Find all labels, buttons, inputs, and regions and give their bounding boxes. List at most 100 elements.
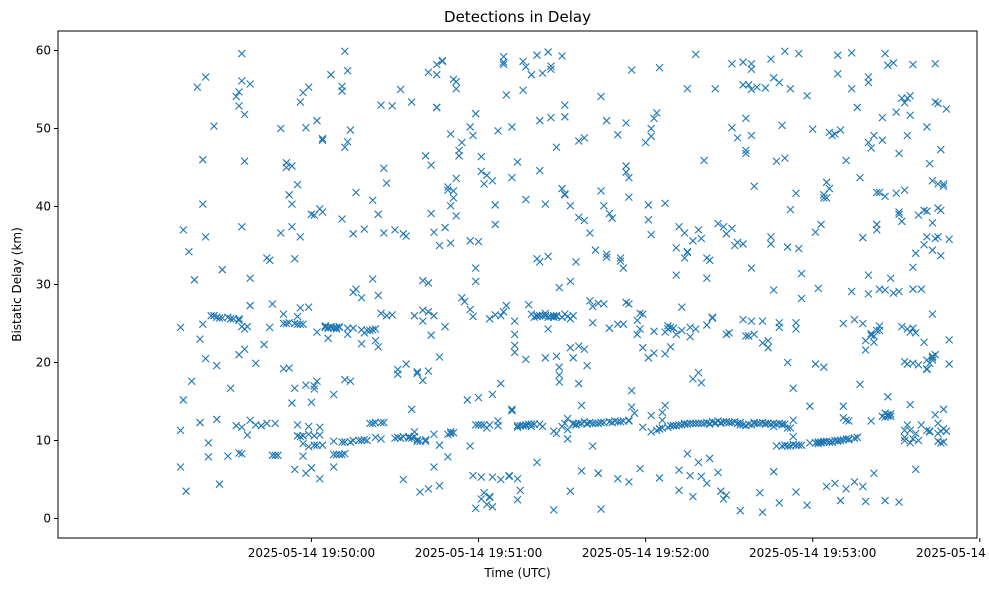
data-point (580, 345, 589, 354)
data-point (680, 254, 689, 262)
data-point (672, 271, 681, 280)
data-point (922, 207, 931, 216)
data-point (627, 403, 636, 411)
data-point (335, 322, 344, 331)
data-point (675, 466, 683, 475)
data-point (661, 350, 669, 358)
data-point (290, 384, 299, 393)
data-point (499, 58, 508, 67)
data-point (758, 339, 767, 347)
data-point (850, 315, 859, 324)
data-point (215, 480, 224, 489)
data-point (505, 472, 514, 481)
data-point (574, 137, 583, 145)
data-point (499, 52, 508, 61)
data-point (853, 103, 862, 112)
data-point (897, 94, 906, 102)
data-point (783, 442, 792, 450)
data-point (647, 428, 656, 436)
data-point (343, 66, 352, 75)
data-point (535, 166, 544, 175)
data-point (240, 157, 249, 166)
data-point (925, 427, 934, 436)
data-point (945, 235, 954, 244)
data-point (293, 320, 302, 329)
data-point (650, 349, 658, 358)
data-point (694, 458, 703, 467)
data-point (822, 178, 831, 187)
data-point (767, 55, 775, 63)
data-point (327, 323, 335, 332)
data-point (566, 487, 575, 496)
data-point (424, 484, 433, 493)
data-point (338, 87, 346, 95)
data-point (446, 239, 455, 248)
data-point (521, 195, 530, 204)
data-point (257, 421, 266, 430)
data-point (508, 406, 516, 415)
data-point (803, 501, 812, 510)
data-point (597, 418, 605, 427)
data-point (814, 284, 823, 293)
data-point (839, 402, 848, 411)
data-point (811, 360, 820, 368)
data-point (586, 296, 594, 305)
data-point (864, 271, 873, 280)
data-point (789, 432, 798, 441)
data-point (368, 325, 377, 334)
data-point (488, 176, 497, 185)
data-point (407, 405, 416, 414)
y-tick-label: 20 (36, 356, 51, 370)
data-point (647, 132, 656, 141)
data-point (285, 190, 294, 199)
data-point (299, 439, 307, 448)
data-point (906, 438, 915, 447)
data-point (945, 360, 954, 368)
data-point (519, 421, 527, 430)
data-point (906, 400, 915, 409)
data-point (455, 151, 463, 160)
data-point (510, 317, 519, 326)
data-point (753, 83, 761, 92)
data-point (204, 438, 213, 447)
data-point (597, 187, 605, 195)
data-point (945, 335, 954, 344)
data-point (878, 113, 887, 122)
data-point (705, 256, 714, 265)
data-point (402, 360, 410, 368)
data-point (792, 189, 800, 198)
data-point (204, 452, 213, 461)
data-point (371, 325, 380, 333)
data-point (644, 215, 653, 224)
data-point (488, 390, 497, 399)
data-point (867, 331, 876, 340)
data-point (552, 143, 561, 152)
data-point (911, 465, 920, 474)
data-point (722, 491, 731, 499)
data-point (778, 420, 786, 429)
data-point (586, 229, 594, 237)
data-point (850, 434, 859, 443)
data-point (558, 184, 566, 193)
data-point (413, 437, 422, 446)
data-point (469, 471, 477, 480)
data-point (533, 51, 541, 60)
data-point (883, 61, 892, 70)
y-tick-label: 50 (36, 122, 51, 136)
data-point (288, 162, 296, 170)
data-point (555, 371, 564, 379)
data-point (368, 196, 377, 205)
data-point (304, 442, 313, 451)
data-point (349, 229, 358, 238)
data-point (560, 190, 569, 199)
data-point (922, 364, 931, 373)
data-point (744, 332, 753, 340)
data-point (672, 243, 681, 252)
data-point (625, 300, 633, 308)
data-point (842, 416, 851, 425)
data-point (469, 131, 477, 140)
data-point (374, 343, 383, 351)
data-point (560, 101, 569, 109)
data-point (625, 173, 633, 182)
data-point (430, 463, 438, 471)
